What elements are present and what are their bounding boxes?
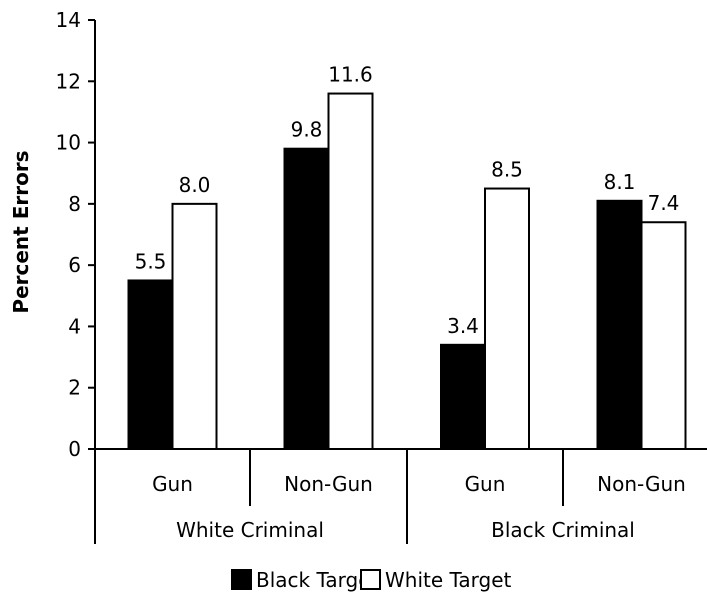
category-label: Non-Gun	[597, 472, 686, 496]
y-tick-label: 2	[68, 376, 81, 400]
bar-white-target	[327, 92, 374, 451]
bar-white-target	[171, 202, 218, 450]
bar-black-target	[596, 199, 643, 450]
y-tick-label: 4	[68, 314, 81, 338]
bar-white-target	[640, 221, 687, 450]
data-label: 3.4	[447, 314, 479, 338]
data-label: 11.6	[328, 63, 373, 87]
y-tick-label: 0	[68, 437, 81, 461]
group-label: White Criminal	[176, 518, 324, 542]
legend-label: White Target	[385, 568, 512, 592]
group-label: Black Criminal	[491, 518, 635, 542]
y-tick-label: 14	[56, 8, 81, 32]
bar-black-target	[283, 147, 330, 450]
y-axis: 0 2 4 6 8 10 12 14	[56, 8, 96, 461]
y-tick-label: 12	[56, 69, 81, 93]
bar-black-target	[127, 279, 174, 451]
y-tick-label: 8	[68, 192, 81, 216]
data-label: 8.0	[179, 173, 211, 197]
data-label: 7.4	[648, 191, 680, 215]
category-label: Gun	[152, 472, 193, 496]
y-axis-label: Percent Errors	[9, 150, 33, 313]
category-label: Gun	[465, 472, 506, 496]
legend-swatch	[231, 569, 252, 590]
y-tick-label: 10	[56, 131, 81, 155]
legend-label: Black Target	[256, 568, 379, 592]
data-label: 9.8	[291, 118, 323, 142]
category-label: Non-Gun	[284, 472, 373, 496]
bars: 5.5 8.0 9.8 11.6 3.4 8.5 8.1 7.4	[127, 63, 687, 451]
legend-swatch	[360, 569, 381, 590]
legend: Black Target White Target	[231, 568, 512, 592]
x-axis: Gun Non-Gun Gun Non-Gun White Criminal Black …	[94, 448, 707, 544]
data-label: 8.1	[604, 170, 636, 194]
data-label: 5.5	[135, 249, 167, 273]
bar-black-target	[440, 343, 486, 451]
data-label: 8.5	[491, 158, 523, 182]
y-tick-label: 6	[68, 253, 81, 277]
bar-white-target	[484, 187, 530, 451]
